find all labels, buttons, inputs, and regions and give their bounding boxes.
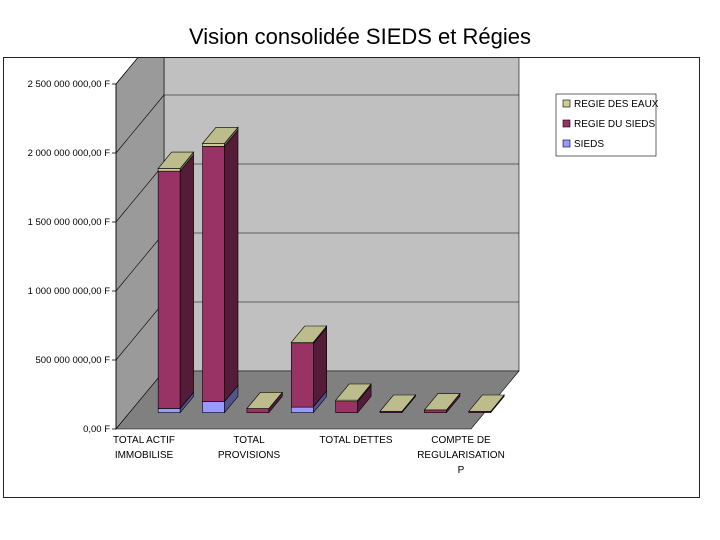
bar-top bbox=[246, 391, 283, 409]
x-category-label: TOTAL ACTIF bbox=[113, 435, 175, 446]
bar-front-regie-du-sieds bbox=[290, 343, 314, 408]
bar-top bbox=[423, 393, 461, 411]
y-tick-label: 2 500 000 000,00 F bbox=[28, 79, 111, 90]
legend-box bbox=[555, 93, 657, 157]
y-tick-label: 2 000 000 000,00 F bbox=[28, 148, 111, 159]
x-category-label: PROVISIONS bbox=[218, 450, 281, 461]
x-category-label: TOTAL bbox=[233, 435, 265, 446]
bar-front-regie-des-eaux bbox=[202, 143, 225, 147]
chart: 0,00 F 500 000 000,00 F 1 000 000 000,00 F… bbox=[28, 58, 659, 476]
x-axis-categories: TOTAL ACTIF IMMOBILISE TOTAL PROVISIONS TOTA… bbox=[113, 435, 505, 476]
chart-legend: REGIE DES EAUX REGIE DU SIEDS SIEDS bbox=[555, 93, 659, 157]
y-tick-label: 1 500 000 000,00 F bbox=[28, 217, 111, 228]
y-tick-label: 1 000 000 000,00 F bbox=[28, 286, 111, 297]
gridline-side bbox=[115, 58, 138, 85]
y-tick-label: 0,00 F bbox=[83, 424, 110, 435]
bar-top bbox=[201, 127, 239, 144]
legend-label: SIEDS bbox=[574, 139, 604, 150]
bar-front-sieds bbox=[290, 406, 314, 413]
legend-swatch bbox=[562, 119, 571, 128]
bar-top bbox=[157, 151, 195, 169]
bar-front-regie-du-sieds bbox=[424, 409, 447, 413]
bar-front-regie-du-sieds bbox=[246, 408, 270, 413]
legend-swatch bbox=[562, 139, 571, 148]
legend-label: REGIE DU SIEDS bbox=[574, 119, 655, 130]
chart-frame: 0,00 F 500 000 000,00 F 1 000 000 000,00 F… bbox=[3, 57, 700, 498]
x-category-label: REGULARISATION bbox=[417, 450, 505, 461]
x-category-label: P bbox=[458, 465, 465, 476]
bar-front-sieds bbox=[202, 401, 225, 413]
bar-top bbox=[379, 394, 417, 412]
legend-label: REGIE DES EAUX bbox=[574, 99, 659, 110]
side-wall bbox=[115, 58, 165, 430]
gridline-side bbox=[115, 94, 165, 154]
bar-front-regie-du-sieds bbox=[335, 401, 358, 413]
page-title: Vision consolidée SIEDS et Régies bbox=[188, 24, 531, 49]
bar-front-regie-des-eaux bbox=[157, 168, 181, 172]
bar-front-regie-du-sieds bbox=[157, 170, 181, 409]
x-category-label: TOTAL DETTES bbox=[319, 435, 392, 446]
gridline-side bbox=[115, 301, 165, 361]
bar-side bbox=[179, 154, 194, 410]
bar-front-regie-du-sieds bbox=[202, 146, 225, 402]
bar-side bbox=[224, 129, 239, 403]
x-category-label: IMMOBILISE bbox=[115, 450, 174, 461]
y-axis-ticks: 0,00 F 500 000 000,00 F 1 000 000 000,00 F… bbox=[28, 79, 111, 435]
bar-top bbox=[290, 325, 328, 343]
chart-bars bbox=[157, 126, 505, 414]
bar-front-sieds bbox=[157, 408, 181, 413]
gridline-side bbox=[115, 232, 165, 292]
gridline-side bbox=[115, 163, 165, 223]
x-category-label: COMPTE DE bbox=[431, 435, 491, 446]
y-tick-label: 500 000 000,00 F bbox=[36, 355, 111, 366]
legend-swatch bbox=[562, 99, 571, 108]
bar-top bbox=[468, 394, 505, 412]
bar-top bbox=[335, 383, 372, 401]
